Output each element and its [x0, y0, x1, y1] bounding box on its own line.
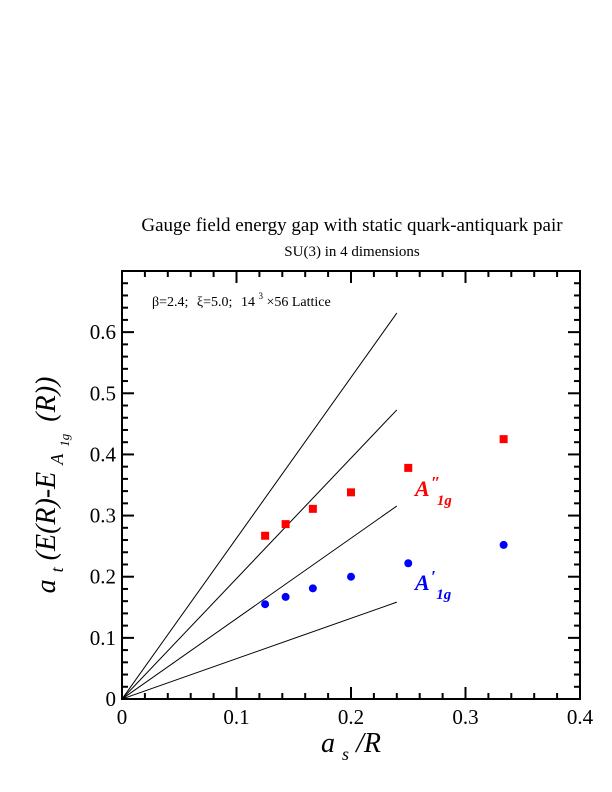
series-label-a-prime-sub: 1g: [436, 587, 452, 603]
x-axis-label-sub: s: [342, 744, 349, 764]
y-axis-label-a: a: [31, 579, 62, 593]
reference-line-3: [121, 505, 398, 700]
reference-lines: [121, 312, 398, 700]
lattice-size: ×56 Lattice: [266, 295, 330, 310]
series-label-a-prime-main: A: [413, 570, 429, 595]
y-tick-label: 0.6: [90, 320, 116, 344]
data-point-series-1: [499, 540, 508, 549]
reference-line-4: [121, 601, 397, 700]
y-tick-label: 0.5: [90, 381, 116, 405]
axis-ticks: [121, 270, 581, 700]
y-tick-label: 0: [106, 687, 117, 711]
y-tick-label: 0.1: [90, 626, 116, 650]
x-axis-label-rest: /R: [354, 728, 381, 759]
y-tick-label: 0.4: [90, 442, 117, 466]
y-axis-label-A: A: [47, 453, 67, 466]
series-label-a-double-prime-prime: ″: [431, 473, 440, 492]
beta-value: β=2.4;: [152, 295, 188, 310]
reference-line-1: [121, 312, 398, 700]
lattice-exponent: 3: [258, 291, 263, 301]
data-markers: [261, 435, 508, 609]
series-label-a-double-prime-sub: 1g: [437, 493, 453, 509]
data-point-series-1: [261, 600, 270, 609]
series-label-a-prime: A ′ 1g: [413, 562, 452, 603]
y-tick-label: 0.2: [90, 565, 116, 589]
data-point-series-0: [281, 520, 290, 529]
data-point-series-0: [347, 488, 355, 497]
x-tick-label: 0.4: [567, 705, 594, 729]
reference-line-2: [121, 409, 398, 700]
data-point-series-1: [347, 572, 355, 581]
xi-value: ξ=5.0;: [197, 295, 233, 310]
lattice-base: 14: [241, 295, 255, 310]
series-label-a-double-prime: A ″ 1g: [413, 468, 452, 509]
chart-subtitle: SU(3) in 4 dimensions: [284, 244, 420, 260]
y-axis-label-body: (E(R)-E: [31, 472, 62, 561]
plot-frame: [121, 270, 581, 700]
data-point-series-1: [281, 592, 290, 601]
chart-title: Gauge field energy gap with static quark…: [141, 215, 563, 236]
x-axis-label-a: a: [321, 728, 335, 759]
x-tick-label: 0.1: [223, 705, 249, 729]
y-axis-label: a t (E(R)-E A 1g (R)): [31, 377, 76, 594]
y-axis-label-tail: (R)): [31, 377, 62, 422]
data-point-series-0: [404, 463, 413, 472]
x-tick-label: 0.3: [452, 705, 478, 729]
data-point-series-1: [404, 559, 413, 568]
y-tick-labels: 0 0.1 0.2 0.3 0.4 0.5 0.6: [90, 320, 117, 711]
lattice-annotation: β=2.4; ξ=5.0; 14 3 ×56 Lattice: [152, 288, 331, 310]
y-axis-label-t: t: [47, 566, 67, 572]
data-point-series-0: [308, 504, 317, 513]
y-tick-label: 0.3: [90, 504, 116, 528]
x-tick-label: 0: [117, 705, 128, 729]
data-point-series-1: [308, 584, 317, 593]
x-tick-labels: 0 0.1 0.2 0.3 0.4: [117, 705, 594, 729]
data-point-series-0: [499, 435, 508, 444]
series-label-a-double-prime-main: A: [413, 476, 429, 501]
y-axis-label-1g: 1g: [57, 433, 72, 447]
x-axis-label: a s /R: [321, 728, 381, 767]
series-label-a-prime-prime: ′: [431, 567, 436, 586]
x-tick-label: 0.2: [338, 705, 364, 729]
data-point-series-0: [261, 531, 270, 540]
